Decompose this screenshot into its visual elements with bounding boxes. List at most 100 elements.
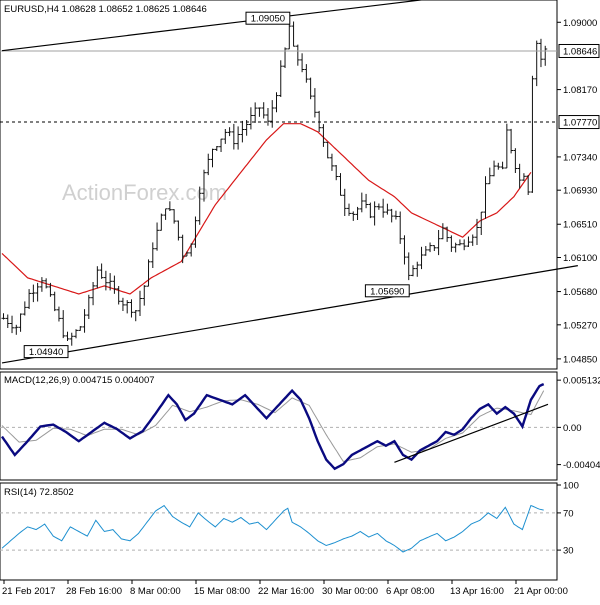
price-bar bbox=[436, 230, 441, 256]
price-bar bbox=[172, 209, 177, 224]
rsi-level-lines bbox=[0, 512, 557, 551]
macd-tick-label: 0.00 bbox=[563, 423, 582, 434]
rsi-tick-label: 100 bbox=[563, 481, 579, 492]
price-bar bbox=[368, 202, 373, 219]
symbol-ohlc-label: EURUSD,H4 1.08628 1.08652 1.08625 1.0864… bbox=[4, 4, 207, 15]
price-bar bbox=[470, 234, 475, 246]
price-bar bbox=[86, 294, 91, 319]
price-bar bbox=[129, 299, 134, 318]
price-annotation-box bbox=[23, 345, 69, 359]
macd-panel-frame bbox=[0, 371, 558, 481]
time-x-axis: 21 Feb 2017 28 Feb 16:00 8 Mar 00:00 15 Mar… bbox=[2, 580, 568, 597]
price-bar bbox=[103, 270, 108, 291]
rsi-tick-label: 30 bbox=[563, 546, 574, 557]
price-bar bbox=[483, 176, 488, 219]
price-bar bbox=[492, 160, 497, 177]
price-annotation-label: 1.05690 bbox=[370, 286, 404, 297]
price-bar bbox=[372, 201, 377, 226]
price-bar bbox=[236, 126, 241, 150]
price-bar bbox=[163, 208, 168, 220]
macd-trendline bbox=[394, 403, 549, 463]
price-bar bbox=[487, 167, 492, 185]
price-bar bbox=[291, 21, 296, 47]
price-bar bbox=[500, 161, 505, 170]
price-bar bbox=[321, 124, 326, 147]
macd-tick-label: 0.005132 bbox=[563, 376, 600, 387]
level-price-label-text: 1.07770 bbox=[563, 118, 597, 129]
price-bar bbox=[432, 245, 437, 251]
price-bar bbox=[351, 211, 356, 221]
price-bar bbox=[184, 251, 189, 257]
price-bar bbox=[39, 277, 44, 292]
price-bar bbox=[517, 163, 522, 189]
price-bar bbox=[159, 213, 164, 231]
price-bar bbox=[304, 64, 309, 83]
price-bar bbox=[31, 284, 36, 303]
price-tick-label: 1.06510 bbox=[563, 220, 597, 231]
price-bar bbox=[398, 211, 403, 244]
price-bar bbox=[125, 300, 130, 314]
price-bar bbox=[35, 282, 40, 302]
price-bar bbox=[381, 198, 386, 218]
price-bar bbox=[240, 120, 245, 143]
price-bar bbox=[91, 282, 96, 306]
price-bar bbox=[445, 226, 450, 242]
price-bar bbox=[138, 290, 142, 316]
price-tick-label: 1.06100 bbox=[563, 253, 597, 264]
price-panel: ActionForex.com EURUSD,H4 1.08628 1.0865… bbox=[0, 0, 578, 370]
price-bars-layer bbox=[1, 21, 548, 346]
price-bar bbox=[347, 203, 352, 216]
price-bar bbox=[534, 40, 539, 87]
price-bar bbox=[270, 100, 275, 128]
price-bar bbox=[99, 263, 104, 279]
price-tick-label: 1.07340 bbox=[563, 152, 597, 163]
price-bar bbox=[312, 88, 317, 118]
price-bar bbox=[248, 107, 253, 130]
price-bar bbox=[48, 282, 53, 297]
price-bar bbox=[509, 128, 514, 154]
price-bar bbox=[1, 313, 6, 320]
price-bar bbox=[274, 92, 279, 113]
channel-lower-trendline bbox=[1, 265, 578, 364]
time-tick-label: 15 Mar 08:00 bbox=[194, 586, 250, 597]
price-bar bbox=[440, 223, 445, 240]
current-price-label-text: 1.08646 bbox=[563, 46, 597, 57]
rsi-tick-label: 70 bbox=[563, 508, 574, 519]
time-tick-label: 13 Apr 16:00 bbox=[450, 586, 504, 597]
price-bar bbox=[389, 208, 394, 223]
price-bar bbox=[197, 186, 202, 225]
price-bar bbox=[95, 266, 100, 289]
price-bar bbox=[150, 242, 155, 268]
price-annotation-label: 1.09050 bbox=[251, 14, 285, 25]
price-bar bbox=[543, 45, 548, 66]
price-annotation-label: 1.04940 bbox=[29, 347, 63, 358]
price-bar bbox=[355, 206, 360, 220]
price-bar bbox=[521, 173, 526, 181]
price-bar bbox=[342, 188, 347, 216]
price-bar bbox=[146, 259, 151, 287]
price-bar bbox=[180, 234, 185, 264]
price-tick-label: 1.09000 bbox=[563, 18, 597, 29]
price-bar bbox=[227, 127, 232, 137]
price-bar bbox=[253, 102, 258, 123]
time-tick-label: 8 Mar 00:00 bbox=[130, 586, 181, 597]
price-bar bbox=[402, 235, 407, 265]
price-bar bbox=[338, 173, 343, 196]
current-price-label: 1.08646 bbox=[558, 43, 600, 58]
price-tick-label: 1.05680 bbox=[563, 287, 597, 298]
time-tick-label: 21 Feb 2017 bbox=[2, 586, 55, 597]
price-bar bbox=[22, 301, 27, 316]
price-annotation-box bbox=[364, 284, 410, 298]
rsi-panel: RSI(14) 72.8502 bbox=[0, 482, 558, 581]
price-tick-label: 1.06930 bbox=[563, 186, 597, 197]
price-annotation: 1.04940 bbox=[23, 345, 69, 359]
price-bar bbox=[300, 53, 305, 73]
time-tick-label: 30 Mar 00:00 bbox=[322, 586, 378, 597]
price-bar bbox=[411, 265, 415, 277]
rsi-panel-frame bbox=[0, 482, 558, 581]
price-bar bbox=[265, 108, 270, 126]
price-bar bbox=[415, 261, 420, 277]
price-bar bbox=[18, 313, 23, 332]
time-tick-label: 21 Apr 00:00 bbox=[514, 586, 568, 597]
price-bar bbox=[189, 243, 194, 257]
